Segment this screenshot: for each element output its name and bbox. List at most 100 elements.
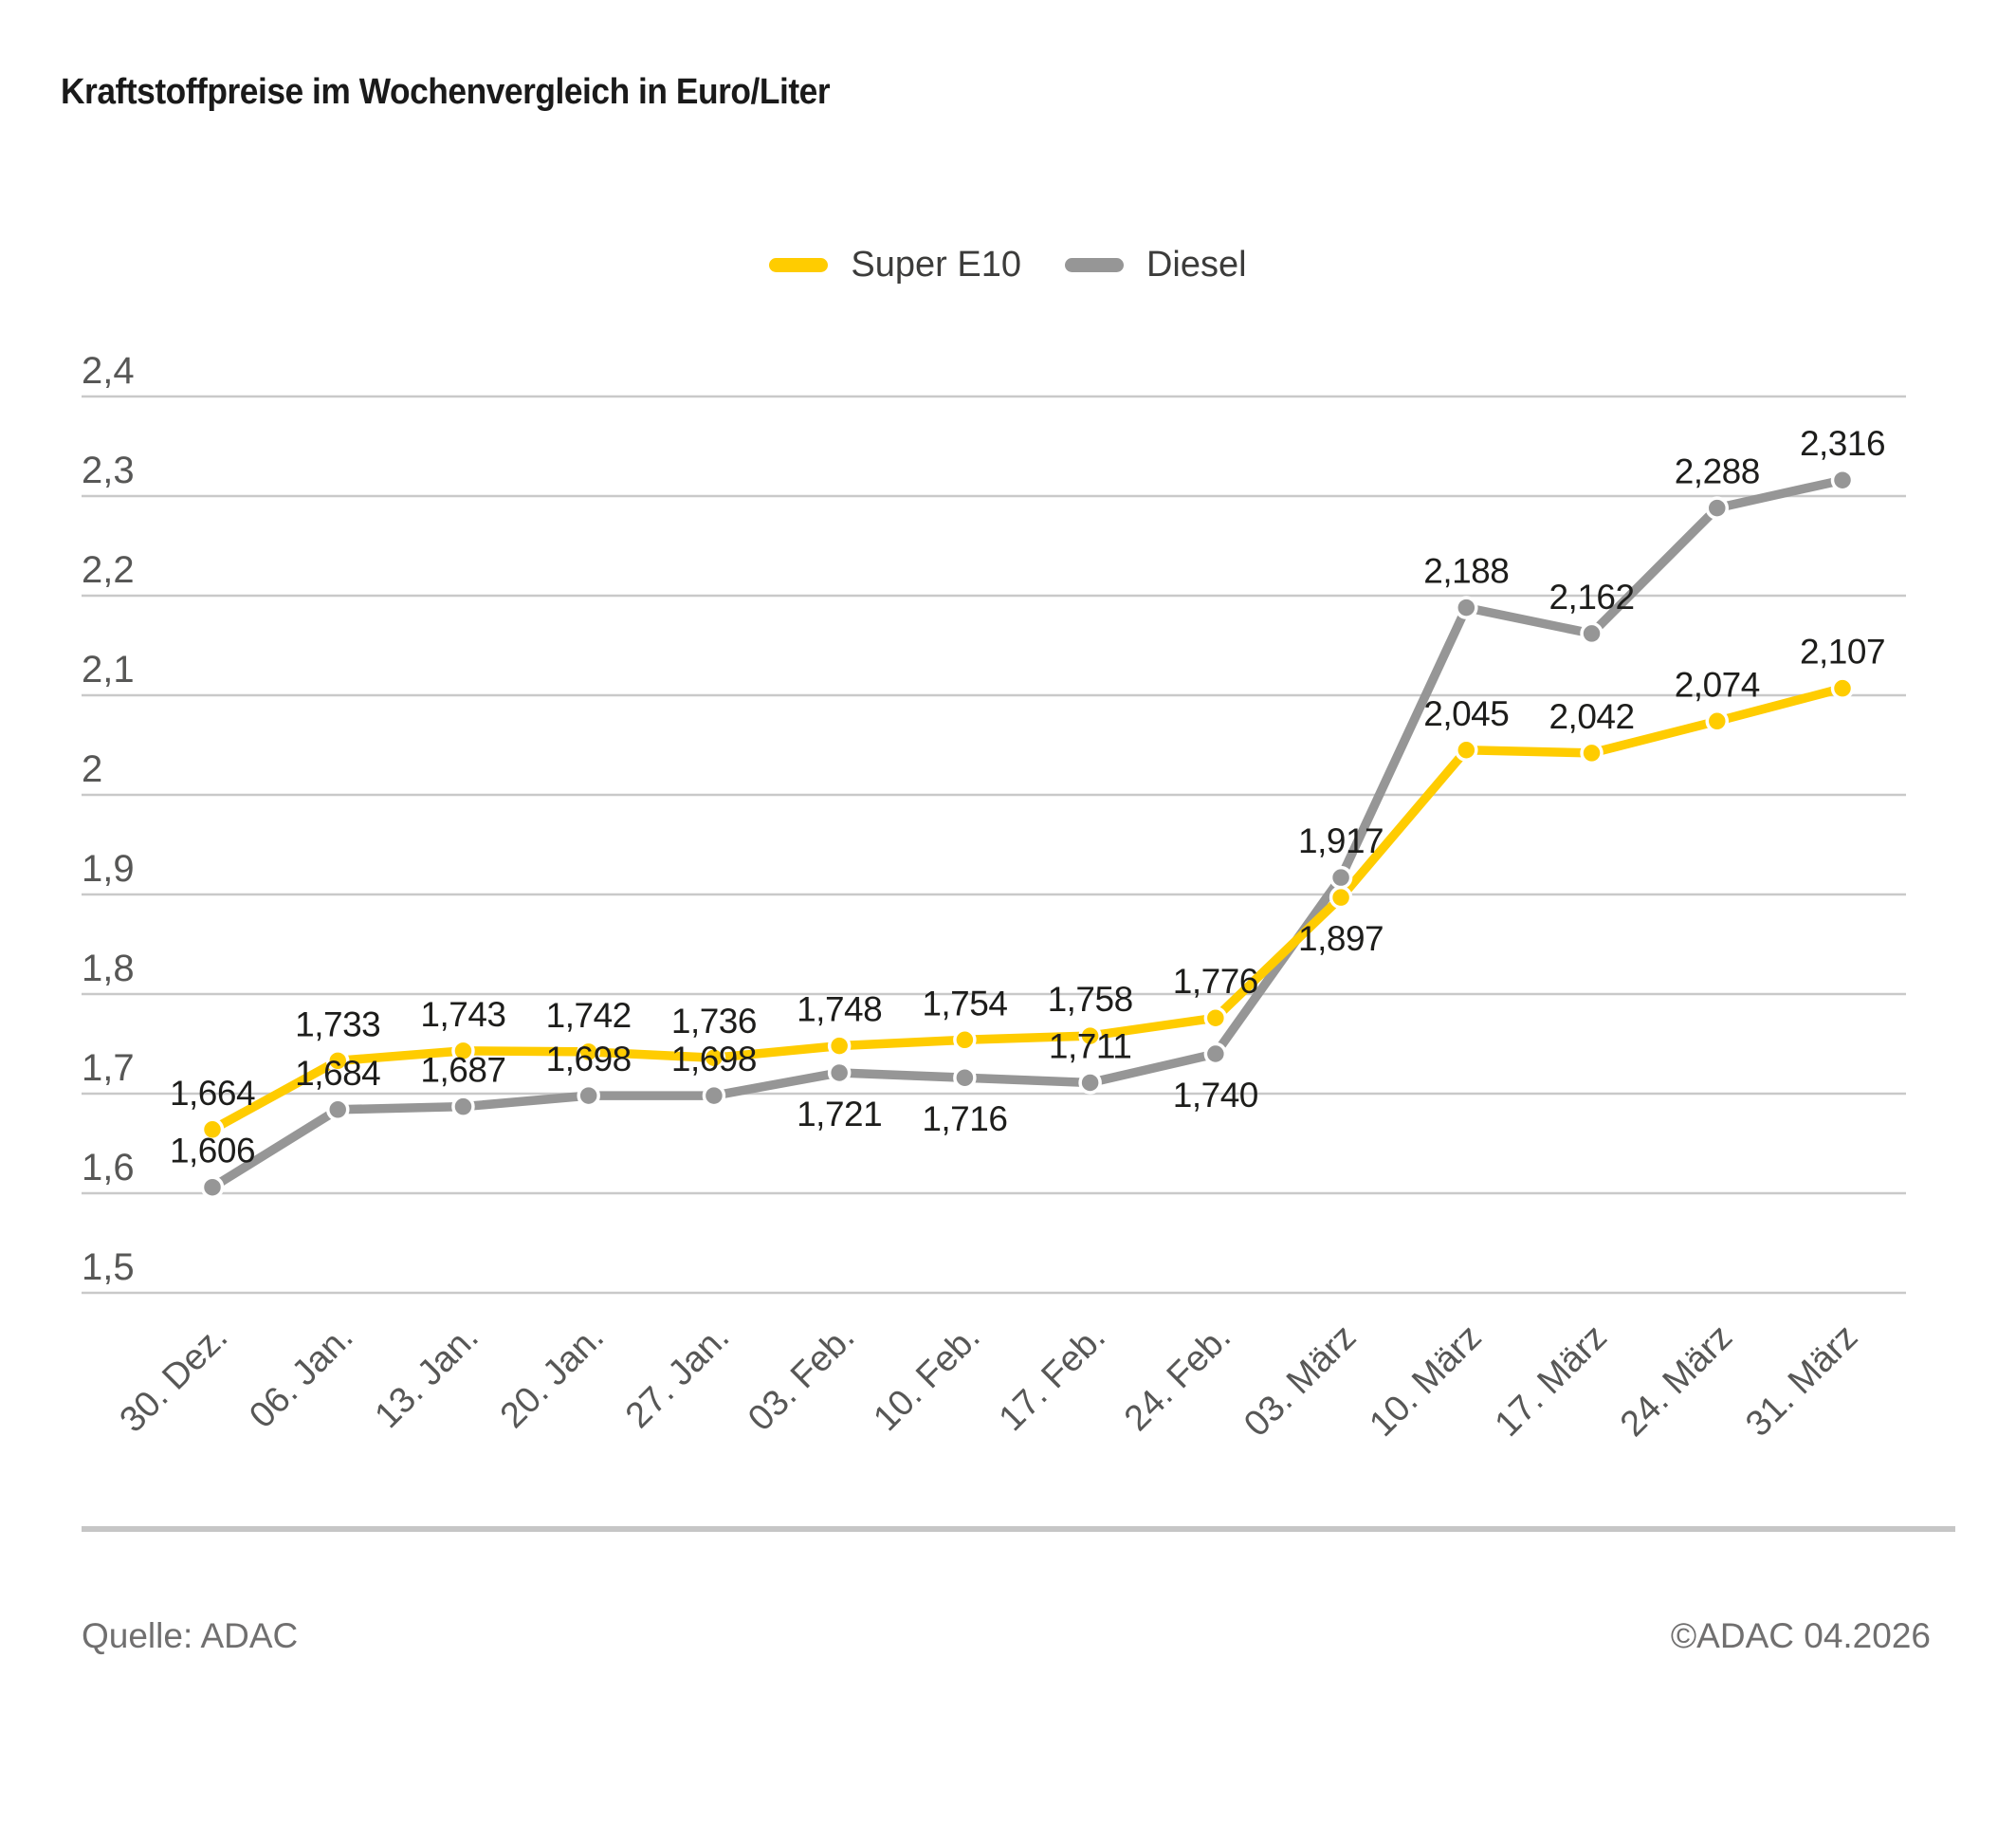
data-label: 1,687 <box>420 1051 505 1090</box>
source-label: Quelle: ADAC <box>82 1616 299 1655</box>
x-tick-label: 20. Jan. <box>493 1317 612 1436</box>
data-point-super-e10 <box>953 1028 977 1052</box>
data-label: 2,045 <box>1423 694 1509 733</box>
y-tick-label: 2,4 <box>82 350 135 392</box>
data-point-diesel <box>1203 1041 1228 1066</box>
x-tick-label: 03. März <box>1237 1317 1364 1445</box>
data-labels-diesel: 1,606 1,684 1,687 1,698 1,698 1,721 1,716 1,711… <box>170 424 1886 1170</box>
data-point-diesel <box>325 1097 350 1122</box>
data-point-super-e10 <box>1329 885 1353 910</box>
x-tick-label: 06. Jan. <box>242 1317 360 1436</box>
data-label: 1,664 <box>170 1074 255 1113</box>
y-tick-label: 2,2 <box>82 549 135 591</box>
data-point-super-e10 <box>200 1117 225 1142</box>
x-axis-labels: 30. Dez. 06. Jan. 13. Jan. 20. Jan. 27. Jan.… <box>113 1317 1866 1445</box>
data-point-super-e10 <box>577 1040 600 1064</box>
data-point-diesel <box>1329 865 1353 890</box>
data-label: 1,711 <box>1049 1026 1131 1065</box>
data-labels-super-e10: 1,664 1,733 1,743 1,742 1,736 1,748 1,754 1,758… <box>170 633 1886 1113</box>
data-point-super-e10 <box>1455 738 1478 762</box>
y-tick-label: 2,3 <box>82 450 135 491</box>
footer-divider <box>82 1526 1955 1532</box>
y-tick-label: 1,5 <box>82 1246 135 1288</box>
data-label: 1,743 <box>420 995 505 1034</box>
data-label: 1,684 <box>295 1054 380 1093</box>
legend-item-super-e10: Super E10 <box>769 245 1021 286</box>
legend-item-diesel: Diesel <box>1064 245 1247 286</box>
data-point-diesel <box>953 1065 977 1090</box>
x-tick-label: 27. Jan. <box>618 1317 737 1436</box>
data-point-diesel <box>451 1095 475 1118</box>
series-line-diesel <box>208 475 1847 1192</box>
legend-label-super-e10: Super E10 <box>851 245 1021 285</box>
data-label: 1,917 <box>1298 821 1384 860</box>
data-label: 2,162 <box>1549 578 1634 617</box>
data-point-diesel <box>200 1175 225 1199</box>
data-label: 2,042 <box>1549 697 1634 736</box>
legend-swatch-super-e10 <box>769 258 829 272</box>
y-axis-labels: 1,5 1,6 1,7 1,8 1,9 2 2,1 2,2 2,3 2,4 <box>82 350 135 1288</box>
data-label: 2,188 <box>1423 552 1509 591</box>
data-points-super-e10 <box>200 676 1855 1142</box>
data-points-diesel <box>200 468 1855 1199</box>
data-point-diesel <box>1580 621 1604 646</box>
y-tick-label: 1,6 <box>82 1147 135 1188</box>
data-label: 2,074 <box>1675 665 1760 704</box>
data-label: 1,721 <box>797 1095 882 1133</box>
x-tick-label: 24. Feb. <box>1117 1317 1238 1439</box>
data-point-diesel <box>1705 496 1730 520</box>
x-tick-label: 13. Jan. <box>368 1317 486 1436</box>
data-point-super-e10 <box>702 1045 726 1070</box>
data-point-diesel <box>827 1060 852 1085</box>
data-point-diesel <box>702 1083 726 1108</box>
y-tick-label: 1,8 <box>82 948 135 989</box>
data-point-super-e10 <box>1203 1005 1228 1030</box>
data-label: 1,897 <box>1298 919 1384 958</box>
x-tick-label: 31. März <box>1738 1317 1865 1445</box>
legend-swatch-diesel <box>1064 258 1124 272</box>
data-label: 2,316 <box>1800 424 1885 463</box>
data-point-diesel <box>1078 1071 1102 1095</box>
data-point-super-e10 <box>325 1049 350 1073</box>
data-point-super-e10 <box>1830 676 1855 700</box>
y-tick-label: 2,1 <box>82 649 135 691</box>
x-tick-label: 24. März <box>1613 1317 1740 1445</box>
data-point-diesel <box>1455 596 1478 619</box>
y-tick-label: 1,9 <box>82 848 135 890</box>
x-tick-label: 10. März <box>1362 1317 1489 1445</box>
data-label: 1,698 <box>671 1040 757 1078</box>
data-point-super-e10 <box>827 1034 852 1058</box>
legend-label-diesel: Diesel <box>1145 245 1247 285</box>
data-point-super-e10 <box>1078 1023 1102 1048</box>
x-tick-label: 03. Feb. <box>741 1317 862 1439</box>
data-label: 1,740 <box>1173 1076 1258 1115</box>
data-point-super-e10 <box>1580 741 1604 765</box>
data-point-super-e10 <box>1705 709 1730 733</box>
data-point-diesel <box>577 1083 600 1108</box>
data-label: 1,754 <box>922 984 1007 1023</box>
data-point-diesel <box>1830 468 1855 492</box>
x-tick-label: 30. Dez. <box>113 1317 236 1441</box>
x-tick-label: 17. März <box>1488 1317 1615 1445</box>
page-title: Kraftstoffpreise im Wochenvergleich in E… <box>61 72 831 112</box>
data-label: 1,742 <box>546 996 632 1035</box>
grid-lines <box>82 395 1906 1295</box>
data-label: 1,758 <box>1048 980 1133 1019</box>
data-label: 1,606 <box>170 1132 255 1170</box>
copyright-label: ©ADAC 04.2026 <box>1670 1616 1931 1655</box>
data-label: 1,748 <box>797 990 882 1029</box>
chart-legend: Super E10 Diesel <box>0 245 2016 286</box>
data-label: 1,776 <box>1173 962 1258 1001</box>
x-tick-label: 10. Feb. <box>866 1317 987 1439</box>
y-tick-label: 2 <box>82 748 102 790</box>
y-tick-label: 1,7 <box>82 1047 135 1089</box>
x-tick-label: 17. Feb. <box>992 1317 1113 1439</box>
data-point-super-e10 <box>451 1039 475 1063</box>
data-label: 1,736 <box>671 1002 757 1041</box>
data-label: 1,698 <box>546 1040 632 1078</box>
data-label: 2,288 <box>1675 452 1760 491</box>
data-label: 1,716 <box>922 1099 1007 1138</box>
data-label: 2,107 <box>1800 633 1885 672</box>
